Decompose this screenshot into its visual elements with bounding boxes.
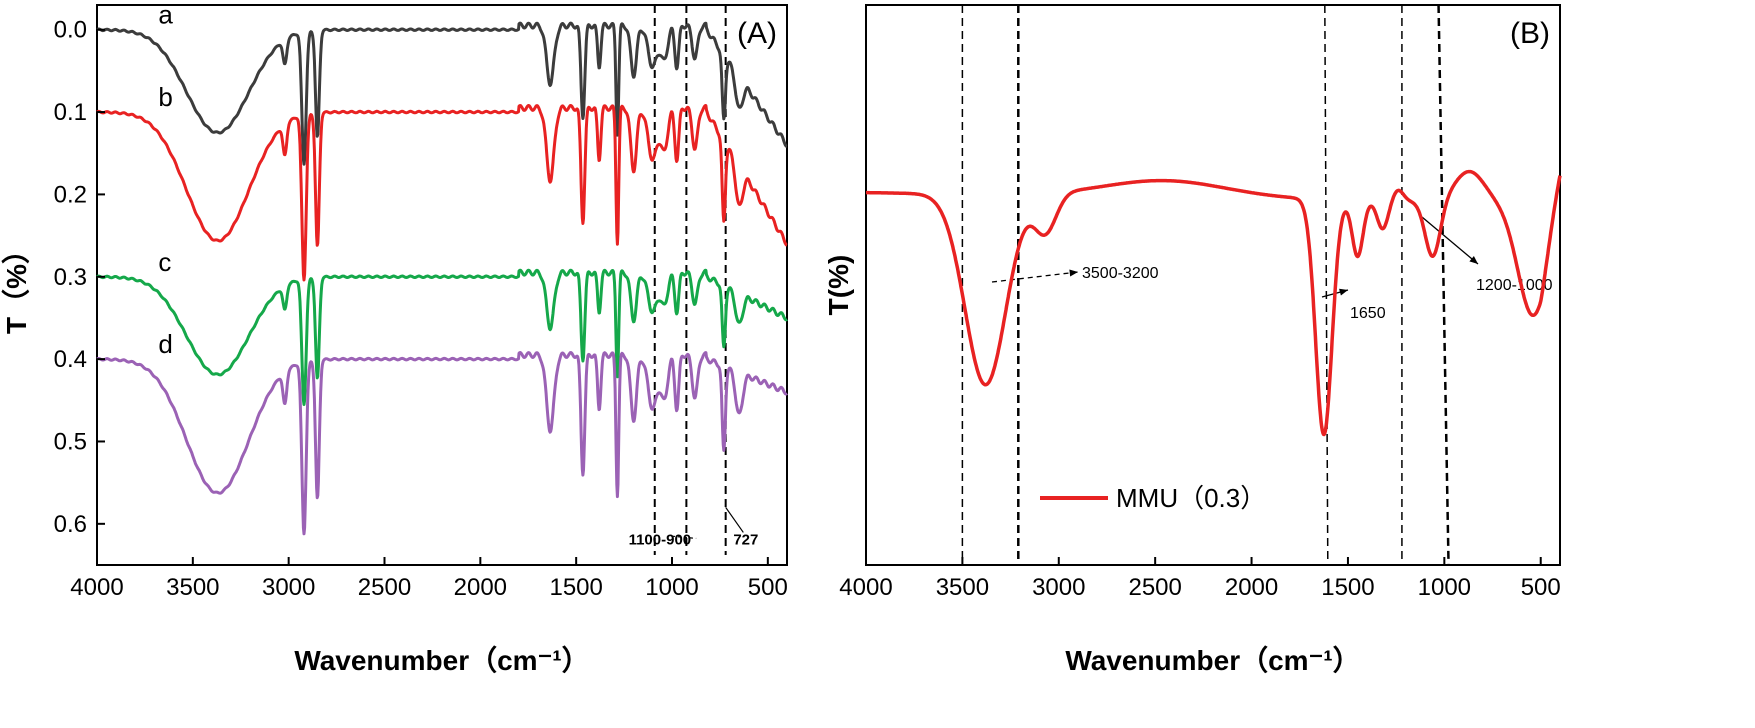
panel-a-x-tick-label: 3000 (262, 574, 315, 601)
annotation-arrowhead (1339, 288, 1348, 296)
panel-a-y-tick-label: 0.5 (54, 428, 87, 455)
series-line-d (96, 351, 788, 536)
legend-label-mmu: MMU（0.3） (1116, 483, 1266, 513)
annotation-arrowhead (1069, 269, 1078, 277)
panel-a-y-tick-label: 0.3 (54, 264, 87, 291)
panel-b-x-tick-label: 1000 (1418, 574, 1471, 601)
panel-a: 1100-900 727 a b c d 4000 3500 3000 2500 2000 150… (0, 0, 788, 676)
panel-b: 3500-3200 1650 1200-1000 MMU（0.3） 4000 3500… (823, 4, 1562, 676)
panel-a-x-tick-label: 1000 (645, 574, 698, 601)
series-label-b: b (158, 82, 172, 112)
annotation-arrow (725, 507, 744, 533)
series-label-d: d (158, 329, 172, 359)
panel-b-reference-line (1324, 4, 1329, 566)
annotation-label: 1100-900 (629, 531, 692, 548)
series-line-c (96, 268, 788, 406)
panel-a-y-tick-label: 0.2 (54, 181, 87, 208)
panel-b-x-tick-label: 4000 (839, 574, 892, 601)
panel-a-y-tick-label: 0.6 (54, 511, 87, 538)
panel-a-y-tick-label: 0.1 (54, 99, 87, 126)
panel-a-x-tick-label: 2000 (454, 574, 507, 601)
panel-b-y-axis-title: T(%) (823, 255, 854, 316)
series-label-a: a (158, 0, 173, 30)
panel-a-x-tick-label: 3500 (166, 574, 219, 601)
annotation-arrow (991, 271, 1079, 283)
panel-a-frame (96, 4, 788, 566)
panel-b-x-axis-title: Wavenumber（cm⁻¹） (1065, 644, 1360, 676)
panel-b-x-tick-label: 500 (1521, 574, 1561, 601)
annotation-label: 3500-3200 (1082, 265, 1159, 282)
panel-a-x-axis-title: Wavenumber（cm⁻¹） (294, 644, 589, 676)
panel-a-y-axis-title: T（%） (0, 236, 32, 334)
panel-b-x-tick-label: 3000 (1032, 574, 1085, 601)
panel-b-x-tick-label: 2000 (1225, 574, 1278, 601)
series-line-b (96, 104, 788, 282)
panel-b-label: (B) (1510, 17, 1550, 50)
panel-a-y-tick-label: 0.0 (54, 17, 87, 44)
annotation-label: 727 (733, 531, 758, 548)
panel-b-frame (865, 4, 1561, 566)
panel-a-x-tick-label: 500 (748, 574, 788, 601)
annotation-arrow (1421, 216, 1479, 265)
panel-a-x-tick-label: 4000 (70, 574, 123, 601)
annotation-arrow (671, 535, 697, 540)
panel-b-x-tick-label: 1500 (1321, 574, 1374, 601)
annotation-label: 1650 (1350, 305, 1386, 322)
panel-b-x-tick-label: 3500 (936, 574, 989, 601)
panel-a-x-tick-label: 2500 (358, 574, 411, 601)
panel-a-x-tick-label: 1500 (549, 574, 602, 601)
annotation-arrowhead (1469, 255, 1478, 264)
series-label-c: c (158, 247, 171, 277)
annotation-label: 1200-1000 (1476, 277, 1553, 294)
series-line-mmu (864, 169, 1562, 437)
panel-b-reference-line (1437, 4, 1450, 566)
panel-a-label: (A) (737, 17, 777, 50)
series-line-a (96, 21, 788, 166)
panel-b-x-tick-label: 2500 (1128, 574, 1181, 601)
panel-a-y-tick-label: 0.4 (54, 346, 87, 373)
